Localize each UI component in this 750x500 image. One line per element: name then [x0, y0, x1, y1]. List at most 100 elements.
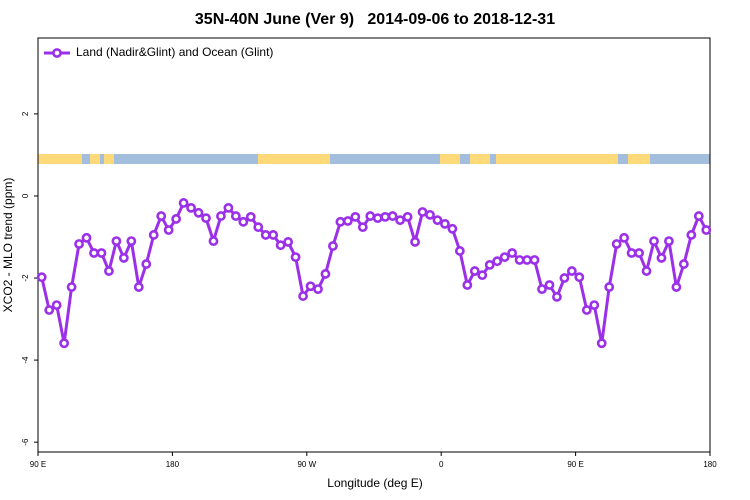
point — [357, 222, 368, 233]
point — [410, 237, 420, 247]
land-band — [628, 154, 650, 164]
point — [81, 232, 92, 243]
point — [649, 236, 659, 247]
point — [372, 213, 383, 224]
point — [387, 211, 398, 221]
point — [44, 305, 55, 315]
land-band — [104, 154, 114, 164]
x-tick-label: 90 W — [297, 460, 316, 469]
point — [507, 248, 518, 258]
point — [634, 248, 644, 258]
land-band — [90, 154, 100, 164]
point — [462, 280, 473, 290]
point — [74, 239, 84, 249]
point — [223, 202, 234, 213]
series-line — [40, 201, 708, 345]
y-tick-label: 0 — [21, 193, 30, 198]
point — [313, 284, 323, 295]
point — [283, 237, 294, 247]
y-axis-label: XCO2 - MLO trend (ppm) — [1, 178, 15, 313]
point — [477, 270, 488, 281]
point — [290, 252, 301, 263]
point — [178, 198, 189, 208]
point — [574, 272, 585, 283]
point — [402, 211, 413, 222]
point — [566, 266, 577, 276]
point — [230, 211, 241, 221]
point — [440, 218, 450, 229]
legend-marker — [52, 48, 62, 58]
point — [148, 230, 159, 240]
point — [596, 338, 607, 349]
x-tick-label: 0 — [439, 460, 444, 469]
point — [425, 209, 435, 220]
point — [171, 214, 182, 224]
plot-frame — [37, 37, 711, 453]
point — [641, 266, 652, 276]
point — [342, 216, 353, 226]
point — [604, 282, 615, 292]
point — [126, 236, 137, 247]
point — [51, 300, 62, 311]
point — [611, 239, 622, 249]
y-tick-label: 2 — [21, 111, 30, 116]
point — [469, 266, 480, 276]
point — [454, 246, 465, 256]
point — [589, 300, 600, 311]
point — [581, 305, 592, 315]
point — [238, 216, 249, 227]
land-band — [440, 154, 460, 164]
x-tick-label: 180 — [703, 460, 717, 469]
point — [544, 280, 555, 290]
y-tick-label: -4 — [21, 356, 30, 364]
point — [552, 292, 562, 302]
point — [66, 282, 77, 292]
point — [111, 236, 122, 247]
point — [201, 213, 211, 224]
x-tick-label: 180 — [166, 460, 180, 469]
point — [380, 211, 391, 222]
land-band — [496, 154, 618, 164]
point — [447, 223, 458, 234]
point — [186, 202, 196, 213]
point — [522, 255, 532, 265]
point — [260, 230, 271, 240]
point — [664, 236, 674, 247]
point — [245, 211, 256, 222]
y-tick-label: -6 — [21, 438, 30, 446]
point — [156, 211, 167, 221]
x-axis-label: Longitude (deg E) — [327, 476, 422, 490]
legend-label: Land (Nadir&Glint) and Ocean (Glint) — [76, 45, 273, 59]
point — [268, 230, 279, 240]
point — [350, 211, 361, 222]
ocean-band — [38, 154, 710, 164]
point — [59, 338, 70, 349]
point — [529, 255, 540, 265]
point — [671, 282, 682, 292]
point — [626, 248, 637, 258]
point — [36, 272, 47, 283]
point — [559, 273, 570, 283]
point — [96, 248, 107, 258]
chart-title: 35N-40N June (Ver 9) 2014-09-06 to 2018-… — [195, 11, 555, 28]
point — [305, 281, 316, 292]
point — [118, 253, 129, 263]
land-band — [470, 154, 490, 164]
land-band — [38, 154, 82, 164]
land-ocean-band — [38, 154, 710, 164]
point — [335, 216, 346, 227]
point — [133, 282, 144, 292]
point — [365, 211, 376, 221]
point — [686, 230, 697, 240]
point — [104, 266, 114, 276]
point — [492, 256, 503, 267]
point — [89, 248, 99, 258]
point — [417, 207, 428, 217]
point — [328, 241, 338, 251]
point — [208, 236, 219, 247]
point — [141, 259, 152, 269]
point — [656, 253, 667, 263]
point — [320, 269, 331, 279]
point — [163, 225, 174, 235]
